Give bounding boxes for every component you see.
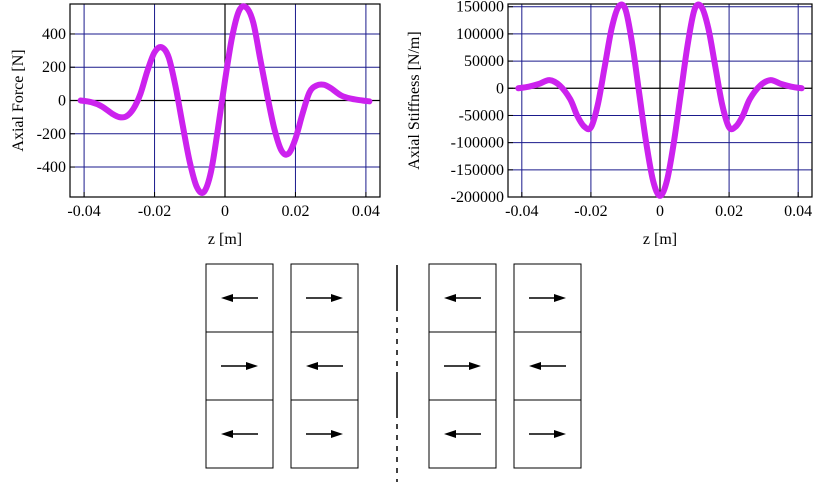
axial-force-x-tick-labels: -0.04 -0.02 0 0.02 0.04	[67, 203, 379, 220]
magnet-column-left-1	[290, 263, 359, 469]
axial-stiffness-x-tick-label-1: -0.02	[574, 203, 607, 220]
arrow-head	[331, 430, 343, 438]
axial-force-chart: -0.04 -0.02 0 0.02 0.04 -400 -200 0 200 400 z [m…	[10, 3, 381, 248]
magnet-arrow-left-right-0-2	[444, 430, 481, 438]
axial-stiffness-y-tick-label-3: -50000	[459, 107, 504, 124]
axial-stiffness-y-tick-label-2: -100000	[451, 135, 504, 152]
magnet-arrow-left-right-1-1	[529, 362, 566, 370]
axial-stiffness-y-tick-label-6: 100000	[456, 26, 504, 43]
arrow-head	[554, 430, 566, 438]
magnet-arrow-left-left-0-0	[221, 294, 258, 302]
magnet-arrow-right-right-1-0	[529, 294, 566, 302]
axial-force-curve	[77, 3, 373, 196]
axial-force-x-tick-label-3: 0.02	[281, 203, 309, 220]
magnet-arrow-right-left-0-1	[221, 362, 258, 370]
axial-force-y-tick-label-2: 0	[58, 93, 66, 110]
axial-stiffness-x-tick-label-4: 0.04	[784, 203, 812, 220]
magnet-group-left	[205, 263, 359, 469]
axial-stiffness-x-tick-label-0: -0.04	[505, 203, 538, 220]
axial-stiffness-y-tick-labels: -200000 -150000 -100000 -50000 0 50000 100000 1…	[451, 0, 504, 206]
axial-force-x-label: z [m]	[208, 231, 242, 248]
axial-force-y-tick-label-1: -200	[37, 126, 66, 143]
axial-force-x-tick-label-1: -0.02	[138, 203, 171, 220]
magnet-arrow-right-left-1-2	[306, 430, 343, 438]
magnet-arrow-right-right-0-1	[444, 362, 481, 370]
magnet-arrow-left-left-1-1	[306, 362, 343, 370]
axial-stiffness-y-tick-label-4: 0	[496, 80, 504, 97]
magnet-arrow-left-right-0-0	[444, 294, 481, 302]
arrow-head	[554, 294, 566, 302]
axial-stiffness-x-label: z [m]	[643, 231, 677, 248]
magnet-arrow-left-left-0-2	[221, 430, 258, 438]
axial-force-y-tick-labels: -400 -200 0 200 400	[37, 26, 66, 176]
magnet-group-right	[428, 263, 582, 469]
magnet-arrow-right-right-1-2	[529, 430, 566, 438]
axial-stiffness-y-tick-label-0: -200000	[451, 189, 504, 206]
axial-force-x-tick-label-4: 0.04	[352, 203, 380, 220]
magnet-column-right-0	[428, 263, 497, 469]
magnet-array-diagram	[205, 263, 582, 482]
axial-stiffness-curve	[515, 1, 805, 199]
axial-stiffness-y-label: Axial Stiffness [N/m]	[406, 31, 423, 169]
arrow-head	[444, 430, 456, 438]
magnet-arrow-right-left-1-0	[306, 294, 343, 302]
axial-force-y-tick-label-0: -400	[37, 159, 66, 176]
axial-force-x-tick-label-0: -0.04	[67, 203, 100, 220]
axial-stiffness-axes	[508, 4, 812, 198]
arrow-head	[246, 362, 258, 370]
axial-stiffness-x-tick-label-3: 0.02	[715, 203, 743, 220]
axial-stiffness-y-tick-label-1: -150000	[451, 162, 504, 179]
axial-stiffness-x-tick-labels: -0.04 -0.02 0 0.02 0.04	[505, 203, 812, 220]
axial-stiffness-x-tick-label-2: 0	[656, 203, 664, 220]
arrow-head	[529, 362, 541, 370]
magnet-column-right-1	[513, 263, 582, 469]
arrow-head	[306, 362, 318, 370]
axial-stiffness-y-tick-label-5: 50000	[464, 53, 504, 70]
arrow-head	[221, 294, 233, 302]
axial-force-y-tick-label-3: 200	[42, 59, 66, 76]
axial-force-y-label: Axial Force [N]	[10, 49, 27, 151]
axial-stiffness-y-tick-label-7: 150000	[456, 0, 504, 16]
axial-force-x-tick-label-2: 0	[221, 203, 229, 220]
magnet-column-left-0	[205, 263, 274, 469]
arrow-head	[331, 294, 343, 302]
arrow-head	[444, 294, 456, 302]
axial-force-y-tick-label-4: 400	[42, 26, 66, 43]
axial-force-frame	[69, 3, 381, 198]
axial-stiffness-chart: -0.04 -0.02 0 0.02 0.04 -200000 -150000 -10000…	[406, 0, 813, 248]
arrow-head	[469, 362, 481, 370]
arrow-head	[221, 430, 233, 438]
